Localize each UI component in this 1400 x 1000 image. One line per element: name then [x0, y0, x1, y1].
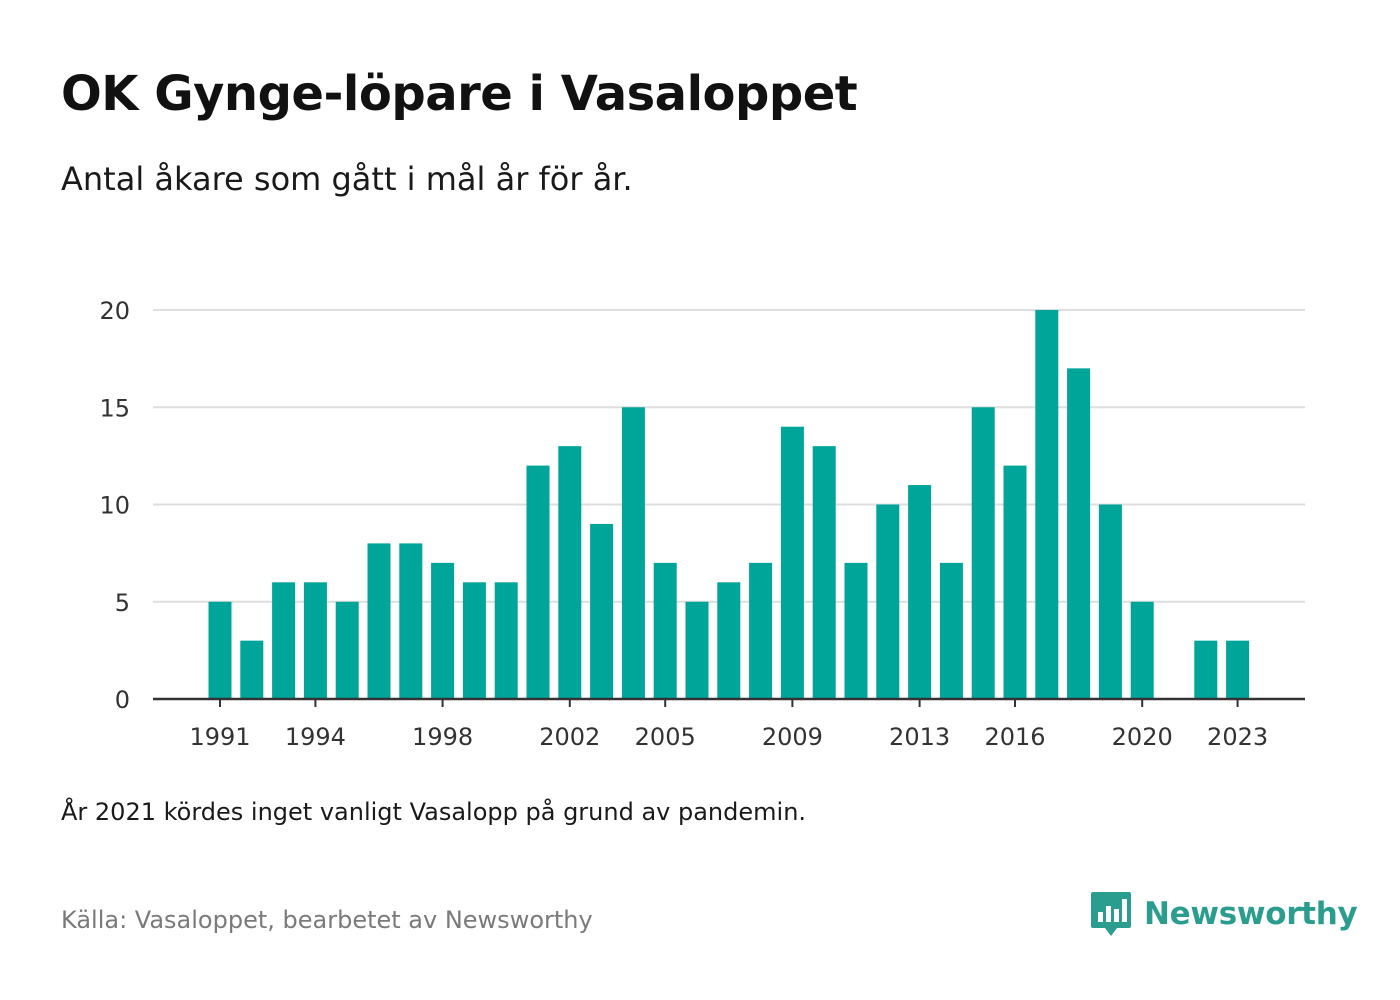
bar-2008 [749, 562, 773, 699]
bar-1995 [335, 601, 359, 699]
bar-chart: 0 5 10 15 20 1991 1994 1998 2002 2005 2009 2013 201… [99, 297, 1305, 751]
bar-2012 [876, 504, 900, 699]
bar-2015 [971, 407, 995, 699]
x-tick-label-2005: 2005 [635, 723, 696, 751]
y-tick-label-15: 15 [99, 394, 130, 422]
y-tick-label-5: 5 [115, 589, 130, 617]
x-axis [153, 697, 1305, 707]
chart-title: OK Gynge-löpare i Vasaloppet [61, 66, 858, 122]
bar-1994 [303, 582, 327, 699]
bars [208, 310, 1250, 699]
bar-2018 [1067, 368, 1091, 699]
bar-1997 [399, 543, 423, 699]
bar-1992 [240, 640, 264, 699]
bar-2006 [685, 601, 709, 699]
y-tick-label-10: 10 [99, 492, 130, 520]
bar-2013 [908, 485, 932, 699]
bar-2003 [590, 523, 614, 699]
bar-2010 [812, 446, 836, 699]
bar-2019 [1098, 504, 1122, 699]
x-tick-label-1994: 1994 [285, 723, 346, 751]
x-tick-label-2013: 2013 [889, 723, 950, 751]
y-tick-label-0: 0 [115, 686, 130, 714]
x-tick-label-1991: 1991 [189, 723, 250, 751]
bar-2016 [1003, 465, 1027, 699]
y-tick-label-20: 20 [99, 297, 130, 325]
x-tick-label-2023: 2023 [1207, 723, 1268, 751]
x-tick-label-2002: 2002 [539, 723, 600, 751]
bar-1993 [272, 582, 296, 699]
newsworthy-logo-icon [1091, 892, 1131, 936]
bar-2023 [1226, 640, 1250, 699]
footnote: År 2021 kördes inget vanligt Vasalopp på… [61, 798, 807, 826]
bar-2009 [780, 426, 804, 699]
y-axis-labels: 0 5 10 15 20 [99, 297, 130, 714]
bar-2017 [1035, 310, 1059, 699]
bar-2007 [717, 582, 741, 699]
x-tick-label-2016: 2016 [984, 723, 1045, 751]
chart-subtitle: Antal åkare som gått i mål år för år. [61, 160, 633, 198]
x-tick-label-2020: 2020 [1112, 723, 1173, 751]
bar-2000 [494, 582, 518, 699]
brand-name: Newsworthy [1144, 896, 1358, 932]
bar-2002 [558, 446, 582, 699]
bar-1996 [367, 543, 391, 699]
source-text: Källa: Vasaloppet, bearbetet av Newswort… [61, 906, 593, 934]
bar-1991 [208, 601, 232, 699]
bar-2020 [1130, 601, 1154, 699]
newsworthy-logo: Newsworthy [1090, 890, 1358, 938]
x-tick-label-2009: 2009 [762, 723, 823, 751]
bar-2022 [1194, 640, 1218, 699]
bar-1999 [462, 582, 486, 699]
gridlines [153, 309, 1305, 603]
bar-2005 [653, 562, 677, 699]
bar-2014 [939, 562, 963, 699]
x-tick-label-1998: 1998 [412, 723, 473, 751]
bar-1998 [431, 562, 455, 699]
bar-2001 [526, 465, 550, 699]
bar-2004 [621, 407, 645, 699]
bar-2011 [844, 562, 868, 699]
x-axis-labels: 1991 1994 1998 2002 2005 2009 2013 2016 2020 2023 [189, 723, 1268, 751]
